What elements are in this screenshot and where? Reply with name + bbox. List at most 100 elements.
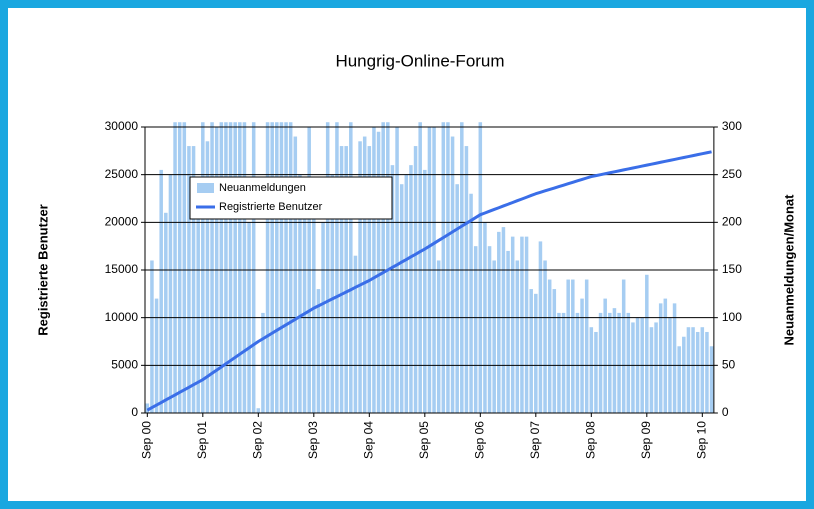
bar — [450, 136, 455, 414]
bar — [210, 122, 214, 413]
bar — [288, 122, 293, 413]
bar — [376, 131, 381, 413]
bar — [233, 122, 237, 413]
bar — [709, 346, 714, 413]
y-axis-title: Registrierte Benutzer — [35, 204, 50, 335]
bar — [497, 231, 501, 413]
bar — [552, 289, 557, 413]
bar — [196, 184, 200, 413]
bar — [201, 122, 205, 413]
bar — [293, 136, 298, 414]
bar — [325, 122, 330, 413]
bar — [608, 312, 612, 413]
x-tick-label: Sep 09 — [639, 421, 653, 459]
bar — [469, 193, 473, 413]
bar — [645, 274, 649, 413]
bar — [626, 312, 631, 413]
bar — [399, 184, 404, 413]
bar — [344, 146, 348, 414]
bar — [404, 174, 409, 413]
y-tick-label: 15000 — [105, 262, 139, 276]
x-tick-label: Sep 00 — [139, 421, 153, 459]
bar — [603, 298, 607, 413]
bar — [358, 141, 362, 414]
bar — [150, 260, 154, 413]
bar — [173, 122, 177, 413]
bar — [251, 122, 256, 413]
bar — [177, 122, 182, 413]
bar — [580, 298, 584, 413]
bar — [242, 122, 247, 413]
y2-tick-label: 200 — [722, 215, 742, 229]
bar — [312, 198, 316, 413]
y-tick-label: 5000 — [111, 358, 138, 372]
bar — [515, 260, 520, 413]
bar — [279, 122, 284, 413]
bar — [145, 403, 150, 413]
bar — [386, 122, 390, 413]
y2-tick-label: 300 — [722, 119, 742, 133]
bar — [418, 122, 422, 413]
bar — [487, 246, 492, 413]
legend-label: Neuanmeldungen — [219, 182, 306, 194]
bar — [335, 122, 339, 413]
bar — [520, 236, 524, 413]
bar — [658, 303, 663, 413]
bar — [584, 279, 589, 413]
bar — [649, 327, 654, 413]
x-tick-label: Sep 05 — [417, 421, 431, 459]
bar — [436, 260, 441, 413]
bar — [598, 312, 603, 413]
y2-tick-label: 0 — [722, 405, 729, 419]
bar — [409, 165, 413, 413]
bar — [423, 169, 427, 413]
bar — [621, 279, 626, 413]
chart-title: Hungrig-Online-Forum — [335, 51, 504, 70]
bar — [265, 122, 270, 413]
bar — [228, 122, 233, 413]
bar — [677, 346, 681, 413]
bar — [700, 327, 705, 413]
x-tick-label: Sep 08 — [583, 421, 597, 459]
bar — [219, 122, 224, 413]
legend-label: Registrierte Benutzer — [219, 201, 323, 213]
y2-tick-label: 150 — [722, 262, 742, 276]
legend-swatch — [197, 183, 214, 193]
bar — [256, 408, 261, 413]
bar — [663, 298, 668, 413]
bar — [524, 236, 529, 413]
y2-axis-title: Neuanmeldungen/Monat — [781, 194, 796, 346]
bar — [510, 236, 515, 413]
bar — [168, 174, 173, 413]
y2-tick-label: 50 — [722, 358, 736, 372]
x-tick-label: Sep 07 — [528, 421, 542, 459]
x-tick-label: Sep 01 — [195, 421, 209, 459]
bar — [238, 122, 242, 413]
bar — [441, 122, 446, 413]
x-tick-label: Sep 06 — [472, 421, 486, 459]
y2-tick-label: 100 — [722, 310, 742, 324]
bar — [164, 212, 168, 413]
bar — [691, 327, 695, 413]
x-tick-label: Sep 04 — [361, 421, 375, 459]
bar — [182, 122, 187, 413]
bar — [390, 165, 395, 413]
bar — [617, 312, 621, 413]
bar — [557, 312, 561, 413]
bar — [154, 298, 159, 413]
y-tick-label: 20000 — [105, 215, 139, 229]
bar — [529, 289, 533, 413]
y2-tick-label: 250 — [722, 167, 742, 181]
bar — [695, 331, 700, 413]
y-tick-label: 0 — [131, 405, 138, 419]
bar — [654, 322, 658, 413]
bar — [561, 312, 566, 413]
bar — [594, 331, 598, 413]
bar — [543, 260, 547, 413]
bar — [492, 260, 496, 413]
bar — [672, 303, 677, 413]
bar — [316, 289, 321, 413]
bar — [261, 312, 265, 413]
